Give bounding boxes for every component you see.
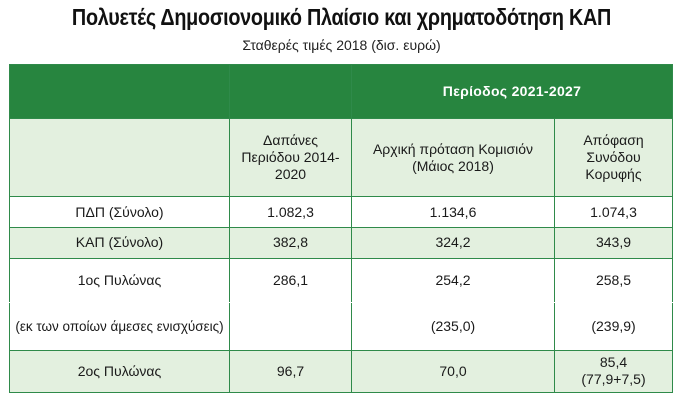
table-row: ΚΑΠ (Σύνολο) 382,8 324,2 343,9 [9,226,674,259]
row-label: (εκ των οποίων άμεσες ενισχύσεις) [9,302,230,351]
column-header-spending-2014-2020: Δαπάνες Περιόδου 2014-2020 [229,117,352,198]
page-title: Πολυετές Δημοσιονομικό Πλαίσιο και χρημα… [71,4,612,30]
cell-value [229,302,352,351]
table-row: ΠΔΠ (Σύνολο) 1.082,3 1.134,6 1.074,3 [9,196,674,228]
header-empty-cell [229,64,352,119]
row-label: 2ος Πυλώνας [9,349,230,394]
cell-value: 1.134,6 [351,196,555,228]
cell-value: 96,7 [229,349,352,394]
cell-value: 85,4 [599,354,628,371]
cell-note: (77,9+7,5) [581,371,646,388]
cell-value: 324,2 [351,226,555,259]
period-header: Περίοδος 2021-2027 [350,64,674,119]
page-subtitle: Σταθερές τιμές 2018 (δισ. ευρώ) [242,37,441,53]
table-row: 1ος Πυλώνας 286,1 254,2 258,5 [9,257,674,304]
table-row: (εκ των οποίων άμεσες ενισχύσεις) (235,0… [9,302,674,351]
cell-value: (235,0) [351,302,555,351]
cell-value: 286,1 [229,257,352,304]
header-empty-cell [9,64,230,119]
cap-funding-table: Περίοδος 2021-2027 Δαπάνες Περιόδου 2014… [9,64,674,394]
cell-value: 1.074,3 [553,196,674,228]
table-header-row: Περίοδος 2021-2027 [9,64,674,119]
column-header-summit-decision: Απόφαση Συνόδου Κορυφής [553,117,674,198]
cell-value: (239,9) [553,302,674,351]
cell-value-with-note: 85,4 (77,9+7,5) [553,349,674,394]
column-headers-row: Δαπάνες Περιόδου 2014-2020 Αρχική πρότασ… [9,117,674,198]
cell-value: 1.082,3 [229,196,352,228]
column-header-empty [9,117,230,198]
row-label: ΚΑΠ (Σύνολο) [9,226,230,259]
table-row: 2ος Πυλώνας 96,7 70,0 85,4 (77,9+7,5) [9,349,674,394]
cell-value: 343,9 [553,226,674,259]
row-label: ΠΔΠ (Σύνολο) [9,196,230,228]
cell-value: 254,2 [351,257,555,304]
cell-value: 70,0 [351,349,555,394]
cell-value: 258,5 [553,257,674,304]
column-header-commission-proposal: Αρχική πρόταση Κομισιόν (Μάιος 2018) [351,117,555,198]
cell-value: 382,8 [229,226,352,259]
row-label: 1ος Πυλώνας [9,257,230,304]
